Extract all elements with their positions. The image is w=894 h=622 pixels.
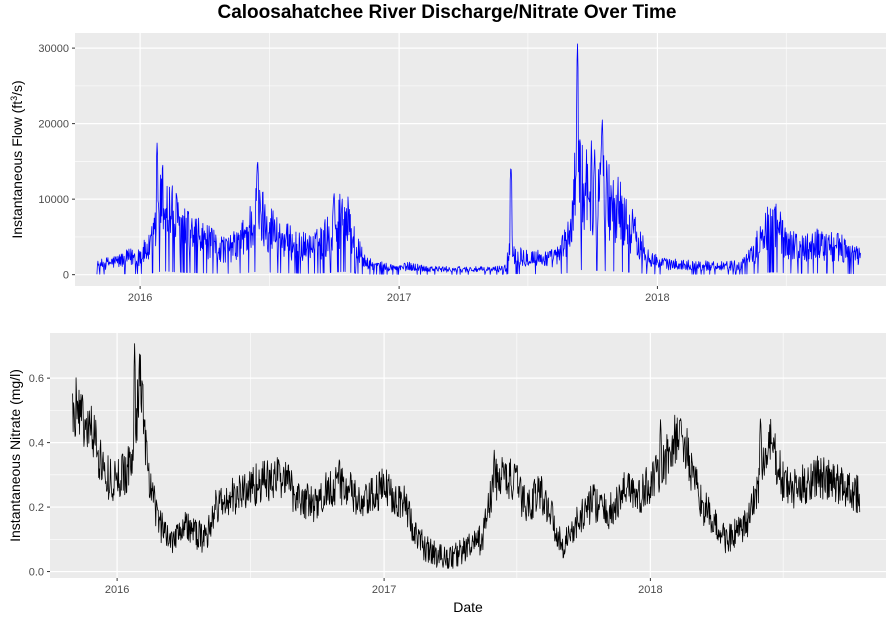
nitrate-panel: 0.0 0.2 0.4 0.6 2016 2017 2018 Instantaneous Ni… — [7, 333, 886, 615]
y-tick-label: 0.0 — [29, 567, 44, 579]
y-tick-label: 30000 — [38, 43, 69, 55]
chart-title: Caloosahatchee River Discharge/Nitrate O… — [217, 2, 677, 23]
y-axis-label: Instantaneous Nitrate (mg/l) — [7, 369, 23, 542]
y-tick-label: 10000 — [38, 194, 69, 206]
x-tick-label: 2017 — [387, 292, 411, 304]
series-line — [96, 43, 861, 275]
flow-panel: 0 10000 20000 30000 2016 2017 2018 Instantaneou… — [9, 33, 886, 304]
y-tick-label: 0.6 — [29, 373, 44, 385]
x-tick-label: 2016 — [105, 584, 129, 596]
y-tick-label: 0.2 — [29, 502, 44, 514]
x-axis-label: Date — [453, 599, 483, 615]
y-axis-label: Instantaneous Flow (ft3/s) — [9, 80, 25, 238]
x-tick-label: 2018 — [638, 584, 662, 596]
y-tick-label: 0.4 — [29, 438, 44, 450]
x-tick-label: 2016 — [128, 292, 152, 304]
y-tick-label: 0 — [63, 270, 69, 282]
series-line — [72, 343, 861, 569]
y-tick-label: 20000 — [38, 119, 69, 131]
x-tick-label: 2018 — [645, 292, 669, 304]
x-tick-label: 2017 — [372, 584, 396, 596]
